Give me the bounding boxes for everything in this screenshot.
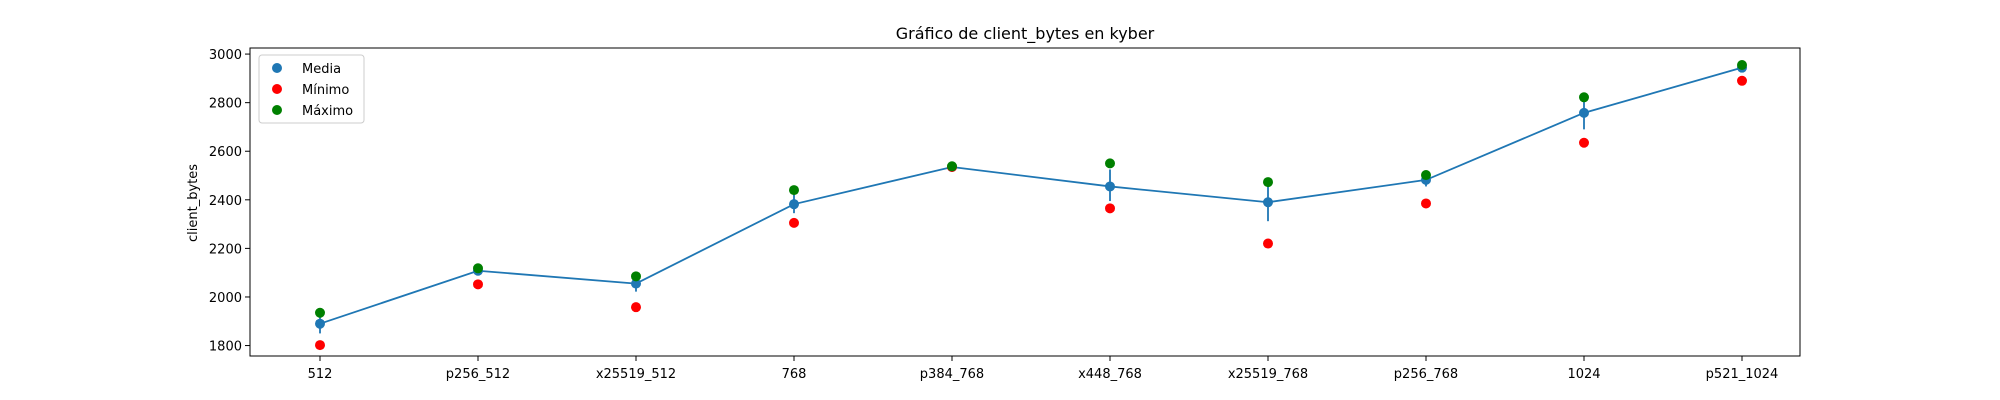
x-tick-label: p384_768 xyxy=(920,367,984,382)
point-maximo xyxy=(1421,170,1431,181)
point-minimo xyxy=(789,217,799,228)
x-tick-label: 512 xyxy=(308,367,333,382)
y-tick-label: 3000 xyxy=(209,48,242,63)
x-tick-label: x25519_768 xyxy=(1228,367,1308,382)
legend-marker xyxy=(272,63,282,73)
plot-frame xyxy=(249,47,1801,357)
point-minimo xyxy=(1737,75,1747,86)
point-maximo xyxy=(473,263,483,274)
y-tick-label: 2200 xyxy=(209,242,242,257)
x-tick-label: p256_768 xyxy=(1394,367,1458,382)
point-maximo xyxy=(1737,60,1747,71)
x-tick-label: x25519_512 xyxy=(596,367,676,382)
point-minimo xyxy=(1105,203,1115,214)
x-tick-label: p256_512 xyxy=(446,367,510,382)
y-tick-label: 2000 xyxy=(209,291,242,306)
legend-label: Mínimo xyxy=(302,83,349,98)
point-maximo xyxy=(1105,158,1115,169)
point-maximo xyxy=(789,185,799,196)
chart-title: Gráfico de client_bytes en kyber xyxy=(896,24,1155,44)
point-maximo xyxy=(947,161,957,172)
point-minimo xyxy=(473,279,483,290)
point-maximo xyxy=(1263,177,1273,188)
legend-box xyxy=(258,54,365,124)
plot-area: 1800 2000 2200 2400 2600 2800 3000 512 p256_512 x… xyxy=(209,48,1778,382)
y-tick-label: 2400 xyxy=(209,194,242,209)
point-media xyxy=(631,278,641,289)
point-media xyxy=(1105,181,1115,192)
y-tick-label: 2600 xyxy=(209,145,242,160)
point-maximo xyxy=(1579,92,1589,103)
point-minimo xyxy=(631,302,641,313)
point-media xyxy=(789,199,799,210)
x-tick-label: x448_768 xyxy=(1078,367,1142,382)
point-media xyxy=(1263,197,1273,208)
point-minimo xyxy=(1263,238,1273,249)
legend-label: Media xyxy=(302,62,341,77)
y-tick-label: 2800 xyxy=(209,97,242,112)
series-line-media xyxy=(319,66,1743,325)
legend: Media Mínimo Máximo xyxy=(258,54,365,124)
y-tick-label: 1800 xyxy=(209,340,242,355)
point-media xyxy=(315,318,325,329)
x-tick-label: p521_1024 xyxy=(1706,367,1779,382)
x-tick-label: 1024 xyxy=(1567,367,1600,382)
legend-marker xyxy=(272,84,282,94)
x-tick-label: 768 xyxy=(782,367,807,382)
point-minimo xyxy=(315,340,325,351)
point-minimo xyxy=(1421,198,1431,209)
point-minimo xyxy=(1579,137,1589,148)
y-axis-label: client_bytes xyxy=(186,164,201,242)
legend-label: Máximo xyxy=(302,104,353,119)
point-media xyxy=(1579,107,1589,118)
legend-marker xyxy=(272,105,282,115)
point-maximo xyxy=(315,307,325,318)
point-maximo xyxy=(631,271,641,282)
